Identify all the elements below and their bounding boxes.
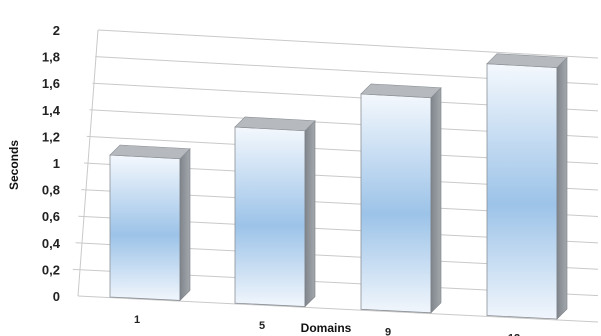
x-axis-title: Domains bbox=[301, 321, 352, 335]
bar bbox=[486, 53, 568, 320]
y-tick-label: 1,4 bbox=[42, 103, 61, 118]
bars bbox=[109, 53, 568, 320]
y-tick-label: 0,6 bbox=[42, 209, 60, 224]
y-tick-label: 1 bbox=[53, 156, 60, 171]
gridline bbox=[97, 29, 599, 59]
y-tick-label: 0,8 bbox=[42, 183, 60, 198]
x-tick-label: 5 bbox=[259, 320, 265, 332]
bar-side bbox=[556, 56, 568, 320]
x-tick-label: 12 bbox=[508, 333, 520, 336]
gridline bbox=[77, 295, 599, 323]
bar bbox=[360, 83, 442, 314]
bar bbox=[109, 144, 191, 302]
bar-side bbox=[304, 120, 316, 308]
y-tick-label: 1,2 bbox=[42, 129, 60, 144]
bar bbox=[234, 116, 316, 308]
bar-side bbox=[179, 147, 191, 302]
bar-front bbox=[234, 126, 306, 307]
y-tick-label: 1,8 bbox=[42, 50, 60, 65]
x-tick-label: 1 bbox=[134, 314, 140, 326]
bar-side bbox=[430, 87, 442, 314]
x-tick-label: 9 bbox=[385, 326, 391, 336]
bar-top bbox=[234, 116, 316, 132]
y-tick-labels: 0 0,2 0,4 0,6 0,8 1 1,2 1,4 1,6 1,8 2 bbox=[42, 23, 61, 304]
bar-front bbox=[486, 63, 558, 320]
bar-top bbox=[360, 83, 442, 99]
y-tick-label: 2 bbox=[53, 23, 60, 38]
y-tick-label: 0,2 bbox=[42, 262, 60, 277]
y-tick-label: 1,6 bbox=[42, 76, 60, 91]
y-axis-title: Seconds bbox=[7, 140, 21, 190]
bar-front bbox=[360, 93, 432, 314]
wall-edge bbox=[77, 29, 99, 297]
bar-front bbox=[109, 154, 181, 301]
bar-top bbox=[109, 144, 191, 160]
x-tick-labels: 1 5 9 12 bbox=[134, 314, 520, 336]
y-tick-label: 0 bbox=[53, 289, 60, 304]
bar-top bbox=[486, 53, 568, 68]
y-tick-label: 0,4 bbox=[42, 236, 61, 251]
